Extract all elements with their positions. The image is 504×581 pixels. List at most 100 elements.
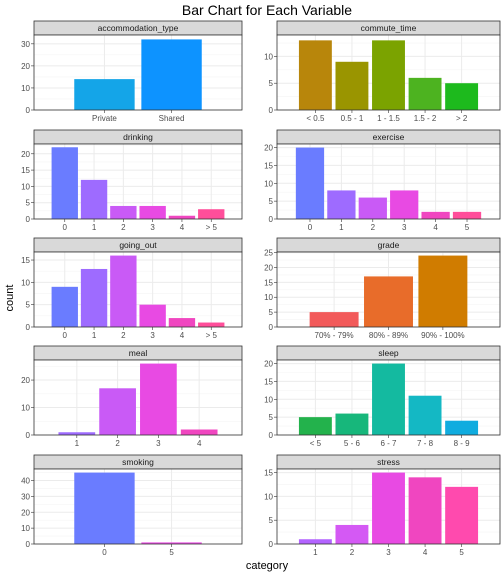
- y-tick-label-going_out: 0: [26, 323, 31, 332]
- bar-grade-1: [364, 276, 413, 327]
- y-tick-label-smoking: 0: [26, 540, 31, 549]
- y-tick-label-accommodation_type: 0: [26, 106, 31, 115]
- bar-accommodation_type-0: [74, 79, 135, 110]
- x-tick-label-accommodation_type: Shared: [159, 114, 185, 123]
- y-tick-label-grade: 20: [264, 263, 273, 272]
- bar-going_out-4: [168, 318, 196, 327]
- bar-sleep-2: [372, 363, 405, 435]
- bar-meal-2: [140, 363, 177, 435]
- strip-label-going_out: going_out: [119, 240, 157, 250]
- y-tick-label-sleep: 5: [269, 413, 274, 422]
- x-tick-label-sleep: < 5: [310, 439, 322, 448]
- y-tick-label-accommodation_type: 10: [21, 84, 30, 93]
- x-tick-label-commute_time: < 0.5: [306, 114, 325, 123]
- y-tick-label-smoking: 30: [21, 492, 30, 501]
- x-tick-label-drinking: 1: [92, 223, 97, 232]
- bar-grade-0: [309, 312, 359, 327]
- strip-label-drinking: drinking: [123, 132, 153, 142]
- bar-exercise-3: [390, 190, 419, 219]
- x-tick-label-exercise: 2: [371, 223, 376, 232]
- bar-exercise-5: [452, 211, 482, 219]
- bar-commute_time-3: [408, 77, 442, 110]
- y-tick-label-drinking: 10: [21, 182, 30, 191]
- y-tick-label-sleep: 20: [264, 360, 273, 369]
- bar-drinking-2: [110, 205, 137, 219]
- y-tick-label-drinking: 20: [21, 150, 30, 159]
- x-tick-label-commute_time: 0.5 - 1: [341, 114, 364, 123]
- x-tick-label-drinking: 4: [180, 223, 185, 232]
- y-tick-label-going_out: 15: [21, 256, 30, 265]
- y-tick-label-meal: 0: [26, 431, 31, 440]
- y-tick-label-meal: 10: [21, 404, 30, 413]
- x-tick-label-meal: 3: [156, 439, 161, 448]
- x-tick-label-drinking: 3: [150, 223, 155, 232]
- panel-going_out: going_out 0 5 10 15 0 1 2 3 4 > 5: [21, 237, 243, 340]
- x-tick-label-exercise: 3: [402, 223, 407, 232]
- bar-exercise-1: [327, 190, 356, 219]
- panel-border-stress: [276, 468, 501, 545]
- panel-border-going_out: [33, 251, 243, 328]
- y-tick-label-exercise: 0: [269, 215, 274, 224]
- y-tick-label-grade: 5: [269, 308, 274, 317]
- y-tick-label-sleep: 0: [269, 431, 274, 440]
- x-tick-label-commute_time: 1.5 - 2: [414, 114, 437, 123]
- y-tick-label-accommodation_type: 20: [21, 62, 30, 71]
- panel-commute_time: commute_time 0 5 10 < 0.5 0.5 - 1 1 - 1.5 1.5 -…: [264, 20, 501, 123]
- x-tick-label-stress: 5: [459, 548, 464, 557]
- bar-meal-0: [58, 432, 96, 435]
- y-tick-label-smoking: 40: [21, 477, 30, 486]
- bar-sleep-1: [335, 413, 369, 435]
- y-tick-label-commute_time: 10: [264, 52, 273, 61]
- y-tick-label-sleep: 10: [264, 395, 273, 404]
- x-tick-label-going_out: 2: [121, 331, 126, 340]
- bar-sleep-0: [298, 417, 332, 435]
- y-tick-label-meal: 20: [21, 376, 30, 385]
- x-tick-label-going_out: 3: [150, 331, 155, 340]
- bar-smoking-1: [141, 542, 202, 544]
- bar-smoking-0: [74, 472, 135, 544]
- x-tick-label-stress: 2: [350, 548, 355, 557]
- y-tick-label-going_out: 5: [26, 301, 31, 310]
- x-axis-title: category: [246, 560, 289, 572]
- bar-commute_time-2: [372, 40, 405, 110]
- y-tick-label-smoking: 10: [21, 524, 30, 533]
- x-tick-label-drinking: > 5: [206, 223, 218, 232]
- x-tick-label-going_out: > 5: [206, 331, 218, 340]
- bar-drinking-4: [168, 215, 196, 219]
- bar-stress-2: [372, 472, 405, 544]
- y-tick-label-going_out: 10: [21, 278, 30, 287]
- panel-border-drinking: [33, 143, 243, 220]
- strip-label-stress: stress: [377, 457, 400, 467]
- chart-title: Bar Chart for Each Variable: [182, 2, 352, 18]
- y-tick-label-grade: 0: [269, 323, 274, 332]
- bar-going_out-0: [51, 286, 78, 327]
- bar-commute_time-0: [298, 40, 332, 110]
- bar-stress-4: [445, 486, 479, 544]
- panel-border-grade: [276, 251, 501, 328]
- x-tick-label-grade: 70% - 79%: [315, 331, 354, 340]
- plot-area-accommodation_type: [34, 35, 242, 110]
- bar-going_out-3: [139, 304, 166, 327]
- x-tick-label-exercise: 5: [465, 223, 470, 232]
- y-tick-label-drinking: 15: [21, 166, 30, 175]
- x-tick-label-sleep: 8 - 9: [454, 439, 471, 448]
- x-tick-label-accommodation_type: Private: [92, 114, 117, 123]
- bar-sleep-4: [445, 420, 479, 435]
- y-tick-label-grade: 25: [264, 249, 273, 258]
- y-tick-label-exercise: 10: [264, 179, 273, 188]
- y-tick-label-commute_time: 0: [269, 106, 274, 115]
- x-tick-label-stress: 3: [386, 548, 391, 557]
- strip-label-meal: meal: [129, 348, 148, 358]
- bar-drinking-3: [139, 205, 166, 219]
- x-tick-label-exercise: 4: [433, 223, 438, 232]
- y-tick-label-smoking: 20: [21, 508, 30, 517]
- bar-drinking-1: [80, 179, 108, 219]
- bar-stress-1: [335, 524, 369, 544]
- y-tick-label-sleep: 15: [264, 377, 273, 386]
- panel-border-accommodation_type: [33, 34, 243, 111]
- x-tick-label-sleep: 7 - 8: [417, 439, 434, 448]
- x-tick-label-meal: 2: [115, 439, 120, 448]
- panel-grade: grade 0 5 10 15 20 25 70% - 79% 80% - 89% 90% - 1…: [264, 237, 501, 340]
- x-tick-label-commute_time: > 2: [456, 114, 468, 123]
